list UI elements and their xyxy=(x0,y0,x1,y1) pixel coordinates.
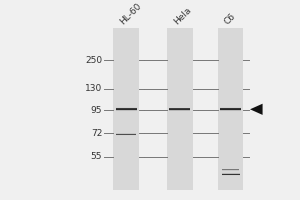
Bar xyxy=(116,109,136,110)
Bar xyxy=(220,109,241,110)
Text: 55: 55 xyxy=(91,152,102,161)
Bar xyxy=(222,169,239,170)
Bar xyxy=(222,175,240,176)
Bar xyxy=(113,28,139,190)
Text: C6: C6 xyxy=(223,12,238,26)
Bar xyxy=(116,108,136,109)
Bar xyxy=(116,135,136,136)
Bar xyxy=(116,134,136,135)
Bar xyxy=(222,170,239,171)
Bar xyxy=(222,175,240,176)
Bar xyxy=(169,108,190,109)
Bar xyxy=(169,107,190,108)
Bar xyxy=(220,108,241,110)
Bar xyxy=(169,110,190,111)
Bar xyxy=(167,28,193,190)
Text: 130: 130 xyxy=(85,84,102,93)
Bar xyxy=(222,169,239,170)
Text: 250: 250 xyxy=(85,56,102,65)
Bar xyxy=(220,111,241,112)
Bar xyxy=(116,133,136,134)
Bar xyxy=(222,174,240,175)
Bar xyxy=(218,28,243,190)
Bar xyxy=(169,110,190,111)
Text: 72: 72 xyxy=(91,129,102,138)
Text: HL-60: HL-60 xyxy=(118,1,143,26)
Bar xyxy=(220,107,241,108)
Bar xyxy=(220,107,241,108)
Bar xyxy=(222,174,240,175)
Bar xyxy=(220,108,241,109)
Bar xyxy=(116,110,136,111)
Bar xyxy=(222,169,239,170)
Polygon shape xyxy=(250,104,262,115)
Bar xyxy=(116,107,136,108)
Bar xyxy=(222,170,239,171)
Bar xyxy=(169,109,190,110)
Bar xyxy=(116,134,136,135)
Bar xyxy=(169,108,190,109)
Text: Hela: Hela xyxy=(172,6,193,26)
Bar xyxy=(169,111,190,112)
Bar xyxy=(220,108,241,109)
Bar xyxy=(222,173,240,174)
Bar xyxy=(116,108,136,110)
Bar xyxy=(116,111,136,112)
Bar xyxy=(169,108,190,110)
Text: 95: 95 xyxy=(91,106,102,115)
Bar xyxy=(116,132,136,133)
Bar xyxy=(116,107,136,108)
Bar xyxy=(222,173,240,174)
Bar xyxy=(220,110,241,111)
Bar xyxy=(116,108,136,109)
